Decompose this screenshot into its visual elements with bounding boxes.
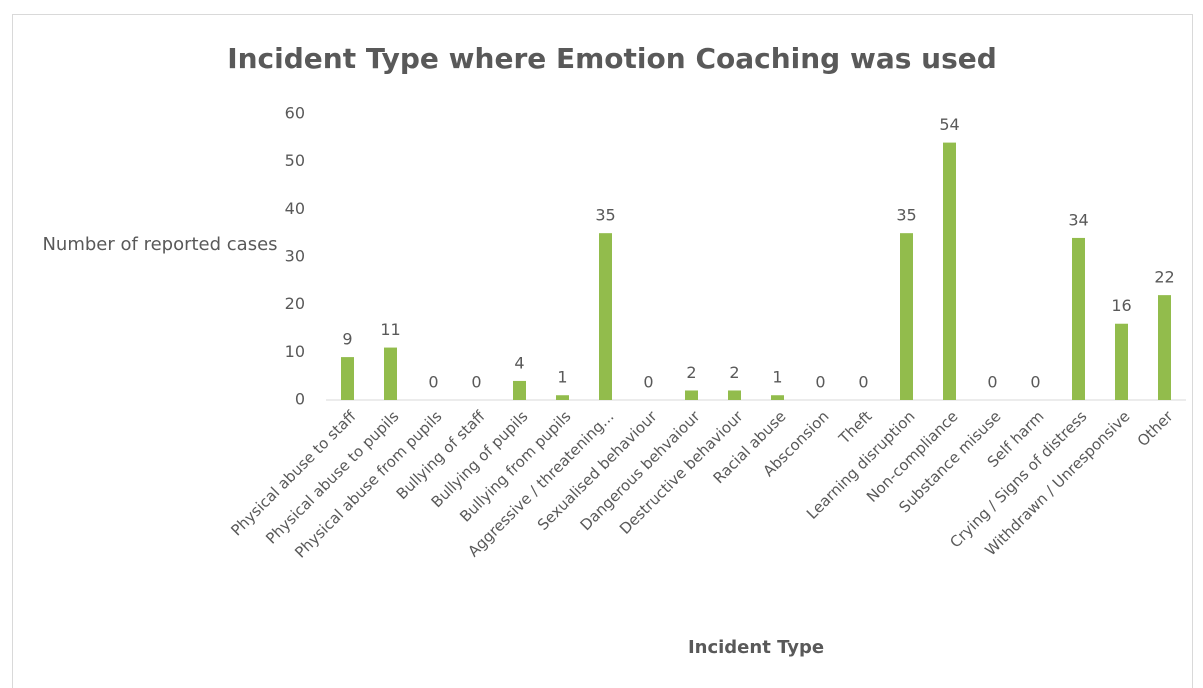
y-tick-label: 0 [295, 390, 305, 409]
bar [1115, 323, 1128, 400]
bar [1072, 237, 1085, 400]
data-label: 1 [772, 368, 782, 387]
data-label: 16 [1111, 296, 1131, 315]
bar [900, 233, 913, 400]
data-label: 9 [342, 330, 352, 349]
data-label: 1 [557, 368, 567, 387]
data-label: 54 [939, 115, 959, 134]
bar [599, 233, 612, 400]
data-label: 2 [686, 363, 696, 382]
data-label: 0 [428, 373, 438, 392]
data-label: 0 [987, 373, 997, 392]
bar [513, 380, 526, 400]
bar [728, 390, 741, 400]
data-label: 22 [1154, 268, 1174, 287]
y-tick-label: 50 [285, 151, 305, 170]
y-tick-label: 40 [285, 199, 305, 218]
data-label: 2 [729, 363, 739, 382]
bar [556, 395, 569, 400]
data-label: 4 [514, 353, 524, 372]
data-label: 11 [380, 320, 400, 339]
bar [943, 142, 956, 400]
data-label: 35 [595, 206, 615, 225]
data-label: 0 [643, 373, 653, 392]
y-tick-label: 30 [285, 247, 305, 266]
bar [685, 390, 698, 400]
data-label: 0 [858, 373, 868, 392]
y-tick-label: 60 [285, 104, 305, 123]
data-label: 34 [1068, 210, 1088, 229]
bar [341, 357, 354, 400]
data-label: 0 [815, 373, 825, 392]
y-tick-label: 10 [285, 342, 305, 361]
chart-title: Incident Type where Emotion Coaching was… [227, 42, 997, 75]
bar [384, 347, 397, 400]
y-axis-title: Number of reported cases [42, 234, 278, 255]
x-axis-title: Incident Type [688, 637, 824, 658]
bar [1158, 295, 1171, 400]
bar [771, 395, 784, 400]
y-tick-label: 20 [285, 294, 305, 313]
data-label: 35 [896, 206, 916, 225]
data-label: 0 [1030, 373, 1040, 392]
data-label: 0 [471, 373, 481, 392]
